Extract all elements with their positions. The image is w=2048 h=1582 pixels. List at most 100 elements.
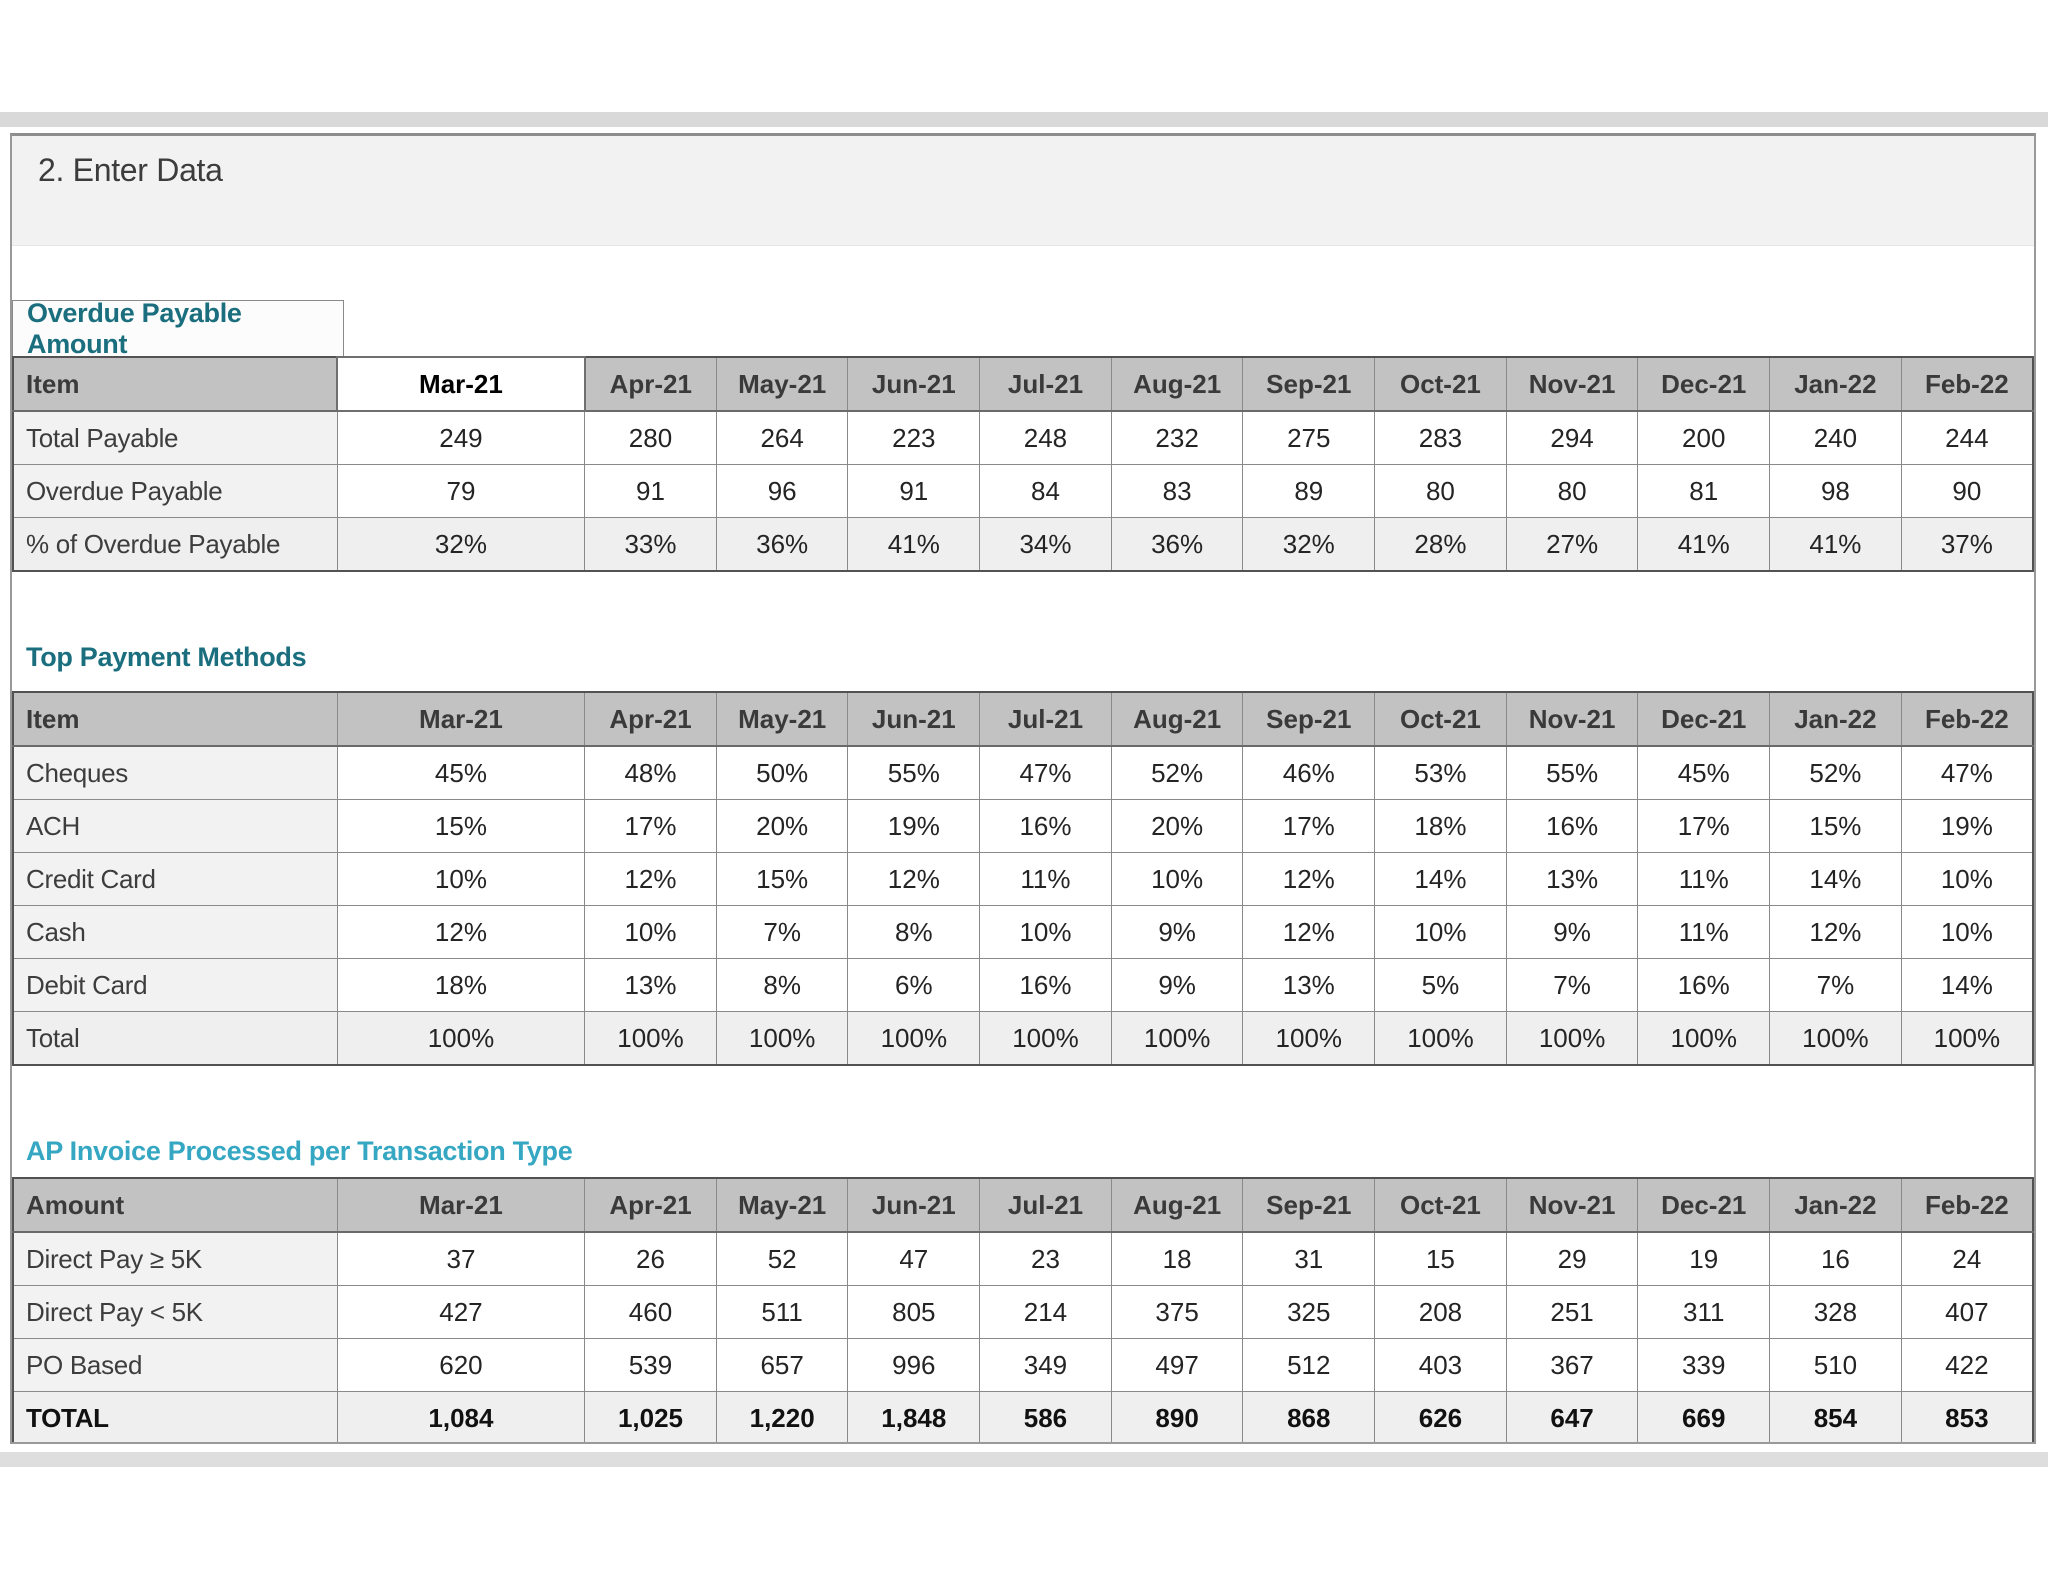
data-cell[interactable]: 27% — [1505, 517, 1639, 572]
data-cell[interactable]: 100% — [979, 1011, 1112, 1066]
data-cell[interactable]: 80 — [1505, 464, 1639, 518]
data-cell[interactable]: 37 — [336, 1231, 586, 1286]
data-cell[interactable]: 41% — [1637, 517, 1771, 572]
data-cell[interactable]: 10% — [1900, 905, 2034, 959]
data-cell[interactable]: 10% — [979, 905, 1112, 959]
data-cell[interactable]: 18% — [1374, 799, 1507, 853]
data-cell[interactable]: 100% — [1900, 1011, 2034, 1066]
data-cell[interactable]: 805 — [847, 1285, 981, 1339]
data-cell[interactable]: 539 — [584, 1338, 717, 1392]
data-cell[interactable]: 29 — [1505, 1231, 1639, 1286]
data-cell[interactable]: 24 — [1900, 1231, 2034, 1286]
data-cell[interactable]: 16 — [1769, 1231, 1902, 1286]
data-cell[interactable]: 23 — [979, 1231, 1112, 1286]
data-cell[interactable]: 9% — [1110, 958, 1244, 1012]
data-cell[interactable]: 14% — [1374, 852, 1507, 906]
data-cell[interactable]: 328 — [1769, 1285, 1902, 1339]
data-cell[interactable]: 12% — [336, 905, 586, 959]
data-cell[interactable]: 90 — [1900, 464, 2034, 518]
data-cell[interactable]: 868 — [1242, 1391, 1376, 1442]
data-cell[interactable]: 100% — [1505, 1011, 1639, 1066]
data-cell[interactable]: 52 — [715, 1231, 849, 1286]
data-cell[interactable]: 50% — [715, 745, 849, 800]
data-cell[interactable]: 52% — [1110, 745, 1244, 800]
data-cell[interactable]: 17% — [1637, 799, 1771, 853]
data-cell[interactable]: 12% — [584, 852, 717, 906]
data-cell[interactable]: 100% — [1242, 1011, 1376, 1066]
data-cell[interactable]: 19 — [1637, 1231, 1771, 1286]
data-cell[interactable]: 10% — [1900, 852, 2034, 906]
data-cell[interactable]: 32% — [336, 517, 586, 572]
data-cell[interactable]: 84 — [979, 464, 1112, 518]
data-cell[interactable]: 34% — [979, 517, 1112, 572]
data-cell[interactable]: 13% — [1242, 958, 1376, 1012]
data-cell[interactable]: 512 — [1242, 1338, 1376, 1392]
data-cell[interactable]: 20% — [715, 799, 849, 853]
data-cell[interactable]: 100% — [336, 1011, 586, 1066]
data-cell[interactable]: 100% — [1110, 1011, 1244, 1066]
data-cell[interactable]: 16% — [1505, 799, 1639, 853]
data-cell[interactable]: 12% — [1242, 905, 1376, 959]
data-cell[interactable]: 79 — [336, 464, 586, 518]
data-cell[interactable]: 251 — [1505, 1285, 1639, 1339]
data-cell[interactable]: 18% — [336, 958, 586, 1012]
data-cell[interactable]: 367 — [1505, 1338, 1639, 1392]
data-cell[interactable]: 9% — [1505, 905, 1639, 959]
data-cell[interactable]: 11% — [1637, 852, 1771, 906]
data-cell[interactable]: 18 — [1110, 1231, 1244, 1286]
data-cell[interactable]: 31 — [1242, 1231, 1376, 1286]
data-cell[interactable]: 41% — [847, 517, 981, 572]
data-cell[interactable]: 244 — [1900, 410, 2034, 465]
data-cell[interactable]: 325 — [1242, 1285, 1376, 1339]
data-cell[interactable]: 620 — [336, 1338, 586, 1392]
data-cell[interactable]: 48% — [584, 745, 717, 800]
data-cell[interactable]: 96 — [715, 464, 849, 518]
data-cell[interactable]: 55% — [1505, 745, 1639, 800]
data-cell[interactable]: 996 — [847, 1338, 981, 1392]
data-cell[interactable]: 10% — [336, 852, 586, 906]
data-cell[interactable]: 1,220 — [715, 1391, 849, 1442]
data-cell[interactable]: 854 — [1769, 1391, 1902, 1442]
data-cell[interactable]: 240 — [1769, 410, 1902, 465]
data-cell[interactable]: 647 — [1505, 1391, 1639, 1442]
data-cell[interactable]: 460 — [584, 1285, 717, 1339]
data-cell[interactable]: 91 — [584, 464, 717, 518]
data-cell[interactable]: 586 — [979, 1391, 1112, 1442]
data-cell[interactable]: 100% — [1769, 1011, 1902, 1066]
data-cell[interactable]: 280 — [584, 410, 717, 465]
data-cell[interactable]: 8% — [847, 905, 981, 959]
data-cell[interactable]: 91 — [847, 464, 981, 518]
data-cell[interactable]: 11% — [979, 852, 1112, 906]
data-cell[interactable]: 427 — [336, 1285, 586, 1339]
data-cell[interactable]: 80 — [1374, 464, 1507, 518]
data-cell[interactable]: 657 — [715, 1338, 849, 1392]
data-cell[interactable]: 15% — [1769, 799, 1902, 853]
data-cell[interactable]: 98 — [1769, 464, 1902, 518]
data-cell[interactable]: 407 — [1900, 1285, 2034, 1339]
data-cell[interactable]: 47 — [847, 1231, 981, 1286]
data-cell[interactable]: 100% — [715, 1011, 849, 1066]
data-cell[interactable]: 208 — [1374, 1285, 1507, 1339]
data-cell[interactable]: 12% — [1769, 905, 1902, 959]
data-cell[interactable]: 81 — [1637, 464, 1771, 518]
data-cell[interactable]: 36% — [1110, 517, 1244, 572]
data-cell[interactable]: 497 — [1110, 1338, 1244, 1392]
data-cell[interactable]: 7% — [715, 905, 849, 959]
data-cell[interactable]: 10% — [1110, 852, 1244, 906]
data-cell[interactable]: 52% — [1769, 745, 1902, 800]
data-cell[interactable]: 36% — [715, 517, 849, 572]
data-cell[interactable]: 17% — [584, 799, 717, 853]
data-cell[interactable]: 669 — [1637, 1391, 1771, 1442]
data-cell[interactable]: 7% — [1505, 958, 1639, 1012]
data-cell[interactable]: 55% — [847, 745, 981, 800]
data-cell[interactable]: 19% — [1900, 799, 2034, 853]
data-cell[interactable]: 17% — [1242, 799, 1376, 853]
data-cell[interactable]: 89 — [1242, 464, 1376, 518]
data-cell[interactable]: 349 — [979, 1338, 1112, 1392]
data-cell[interactable]: 16% — [1637, 958, 1771, 1012]
data-cell[interactable]: 7% — [1769, 958, 1902, 1012]
data-cell[interactable]: 249 — [336, 410, 586, 465]
data-cell[interactable]: 5% — [1374, 958, 1507, 1012]
data-cell[interactable]: 37% — [1900, 517, 2034, 572]
data-cell[interactable]: 16% — [979, 958, 1112, 1012]
